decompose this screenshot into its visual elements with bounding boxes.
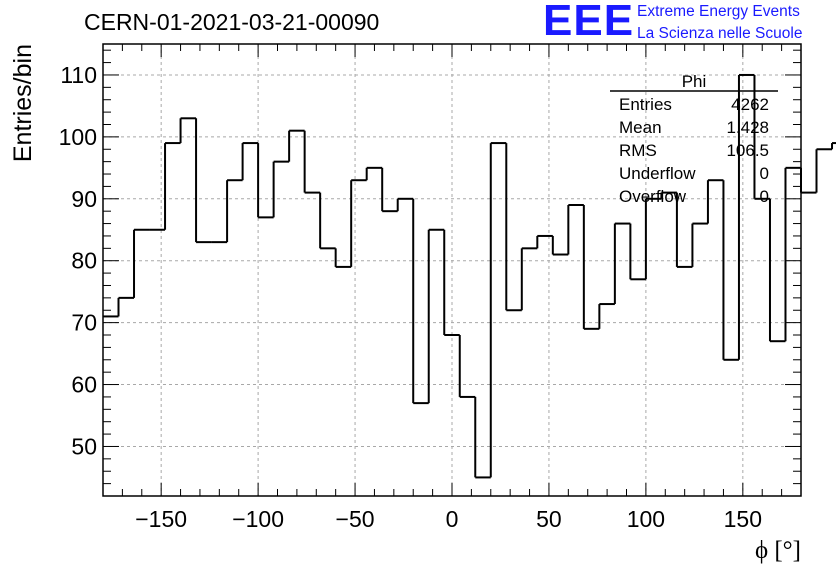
stats-value: 106.5 [726, 141, 769, 160]
y-tick-label: 70 [71, 310, 97, 336]
stats-label: RMS [619, 141, 657, 160]
stats-row-underflow: Underflow 0 [610, 162, 778, 185]
stats-row-overflow: Overflow 0 [610, 185, 778, 208]
y-tick-label: 90 [71, 186, 97, 212]
stats-row-entries: Entries 4262 [610, 93, 778, 116]
logo-subtitle-2: La Scienza nelle Scuole [637, 25, 803, 42]
y-tick-label: 110 [60, 62, 97, 88]
x-tick-label: 50 [536, 506, 562, 532]
logo-subtitle-1: Extreme Energy Events [637, 3, 800, 20]
stats-row-mean: Mean 1.428 [610, 116, 778, 139]
y-tick-label: 60 [71, 372, 97, 398]
eee-logo: EEE [543, 0, 635, 45]
x-tick-label: 100 [627, 506, 665, 532]
x-tick-label: −100 [232, 506, 284, 532]
y-tick-label: 50 [71, 433, 97, 459]
y-tick-label: 80 [71, 248, 97, 274]
x-tick-label: 150 [724, 506, 762, 532]
x-tick-label: 0 [446, 506, 459, 532]
stats-box: Phi Entries 4262 Mean 1.428 RMS 106.5 Un… [610, 70, 778, 208]
stats-value: 0 [759, 164, 769, 183]
y-axis-label: Entries/bin [9, 44, 37, 162]
stats-label: Underflow [619, 164, 696, 183]
x-tick-label: −150 [135, 506, 187, 532]
stats-title: Phi [681, 72, 707, 91]
stats-row-rms: RMS 106.5 [610, 139, 778, 162]
x-axis-label: ϕ [°] [755, 537, 801, 564]
stats-label: Entries [619, 95, 672, 114]
stats-value: 1.428 [726, 118, 769, 137]
y-tick-label: 100 [59, 124, 97, 150]
stats-value: 4262 [731, 95, 769, 114]
x-tick-label: −50 [336, 506, 375, 532]
stats-label: Mean [619, 118, 662, 137]
run-title: CERN-01-2021-03-21-00090 [84, 9, 380, 35]
stats-value: 0 [759, 187, 769, 206]
stats-label: Overflow [619, 187, 687, 206]
